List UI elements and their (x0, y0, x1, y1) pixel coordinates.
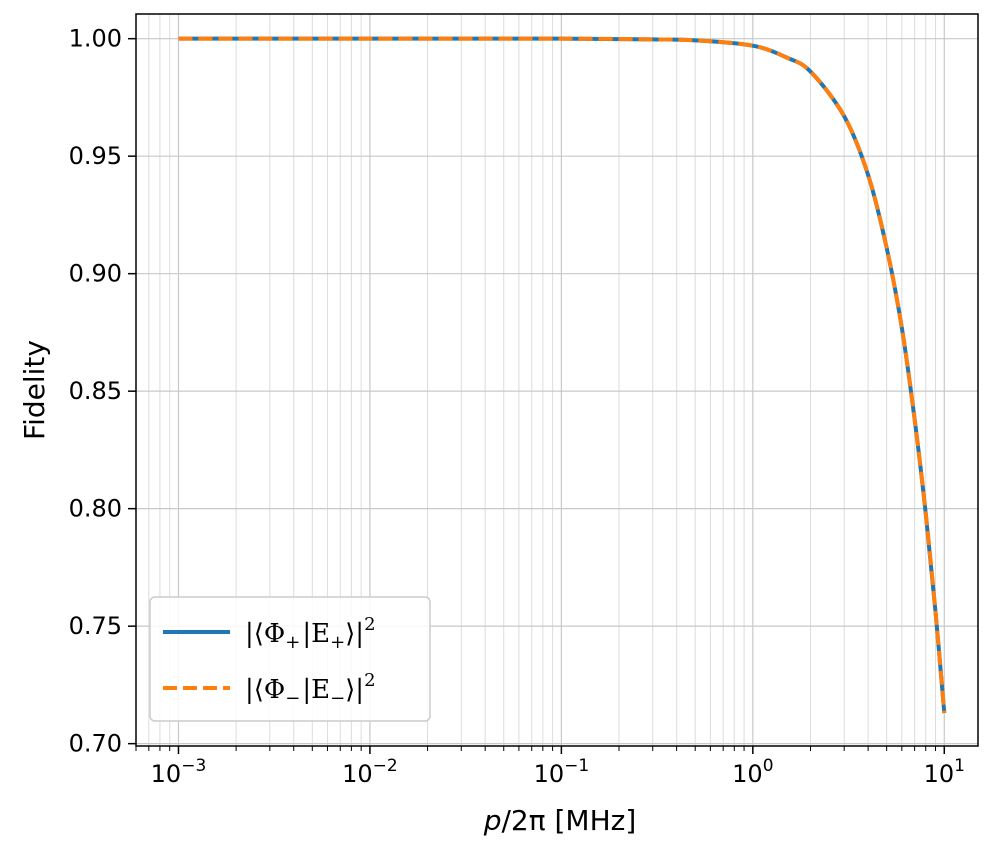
x-tick-label: 10−3 (151, 756, 207, 788)
y-tick-label: 0.90 (69, 260, 122, 288)
legend-box (149, 596, 431, 722)
y-tick-label: 0.85 (69, 377, 122, 405)
y-tick-label: 1.00 (69, 25, 122, 53)
minor-grid (135, 14, 937, 746)
x-tick-label: 100 (732, 756, 773, 788)
y-tick-label: 0.80 (69, 495, 122, 523)
series-layer (178, 36, 947, 714)
x-axis-label: p/2π [MHz] (483, 804, 637, 837)
y-axis-label: Fidelity (18, 340, 51, 440)
x-axis-label-variable: p (483, 804, 502, 837)
x-tick-label: 10−1 (534, 756, 590, 788)
y-tick-label: 0.75 (69, 612, 122, 640)
plot-frame (135, 13, 979, 747)
x-tick-label: 10−2 (342, 756, 398, 788)
series-line-2 (178, 36, 947, 714)
y-tick-label: 0.70 (69, 730, 122, 758)
tick-labels: 10−3 10−2 10−1 100 101 1.00 0.95 0.90 0.85 0.80 0.… (69, 25, 965, 788)
ticks-layer (128, 37, 946, 754)
legend-label-series-2: |⟨Φ−|E−⟩|2 (245, 670, 376, 709)
x-tick-label: 101 (924, 756, 965, 788)
x-axis-label-rest: /2π [MHz] (502, 804, 637, 837)
legend: |⟨Φ+|E+⟩|2 |⟨Φ−|E−⟩|2 (149, 596, 431, 722)
y-tick-label: 0.95 (69, 142, 122, 170)
legend-label-series-1: |⟨Φ+|E+⟩|2 (245, 614, 376, 653)
